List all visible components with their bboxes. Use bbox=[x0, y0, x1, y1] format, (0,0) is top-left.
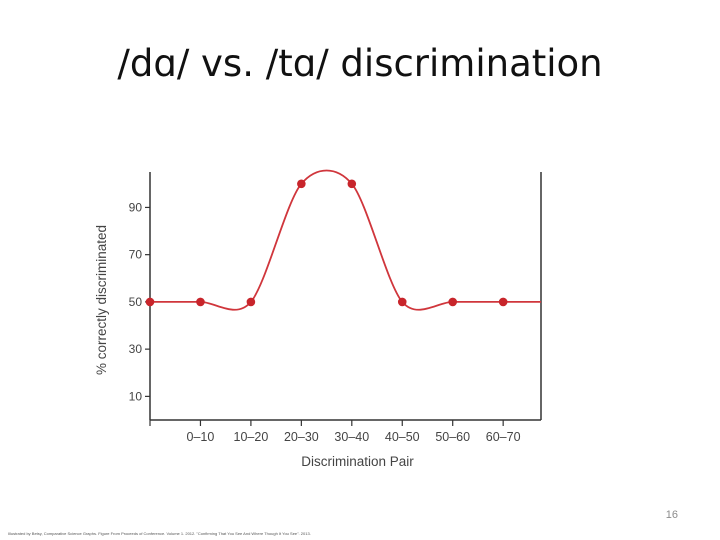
chart-points bbox=[145, 179, 508, 307]
image-credit: Illustrated by Betsy, Comparative Scienc… bbox=[8, 531, 311, 536]
chart-axes bbox=[145, 172, 542, 426]
data-point bbox=[297, 179, 306, 189]
x-tick-label: 40–50 bbox=[385, 430, 420, 444]
data-point bbox=[498, 297, 508, 307]
y-tick-label: 50 bbox=[129, 295, 143, 309]
y-tick-label: 30 bbox=[129, 342, 143, 356]
x-axis-title: Discrimination Pair bbox=[301, 454, 414, 469]
series-line bbox=[149, 169, 541, 311]
x-tick-label: 10–20 bbox=[234, 430, 269, 444]
x-tick-label: 0–10 bbox=[187, 430, 215, 444]
data-point bbox=[397, 297, 407, 307]
x-tick-label: 20–30 bbox=[284, 430, 319, 444]
x-tick-label: 30–40 bbox=[334, 430, 369, 444]
y-axis-title: % correctly discriminated bbox=[94, 225, 109, 375]
slide-title: /dɑ/ vs. /tɑ/ discrimination bbox=[117, 42, 603, 85]
page-number: 16 bbox=[665, 509, 678, 521]
y-tick-label: 70 bbox=[129, 248, 143, 262]
y-tick-label: 10 bbox=[129, 389, 143, 403]
y-tick-label: 90 bbox=[129, 200, 143, 214]
data-point bbox=[347, 179, 357, 189]
data-point bbox=[145, 297, 155, 307]
chart-curve bbox=[149, 169, 541, 311]
x-tick-label: 50–60 bbox=[435, 430, 470, 444]
data-point bbox=[196, 297, 205, 307]
line-chart: 10 30 50 70 90 0–10 10–20 20–30 30–40 40–50 50–60 6… bbox=[94, 169, 542, 469]
data-point bbox=[246, 297, 256, 307]
x-tick-label: 60–70 bbox=[486, 430, 521, 444]
chart-labels: 10 30 50 70 90 0–10 10–20 20–30 30–40 40–50 50–60 6… bbox=[94, 200, 521, 469]
data-point bbox=[448, 297, 458, 307]
